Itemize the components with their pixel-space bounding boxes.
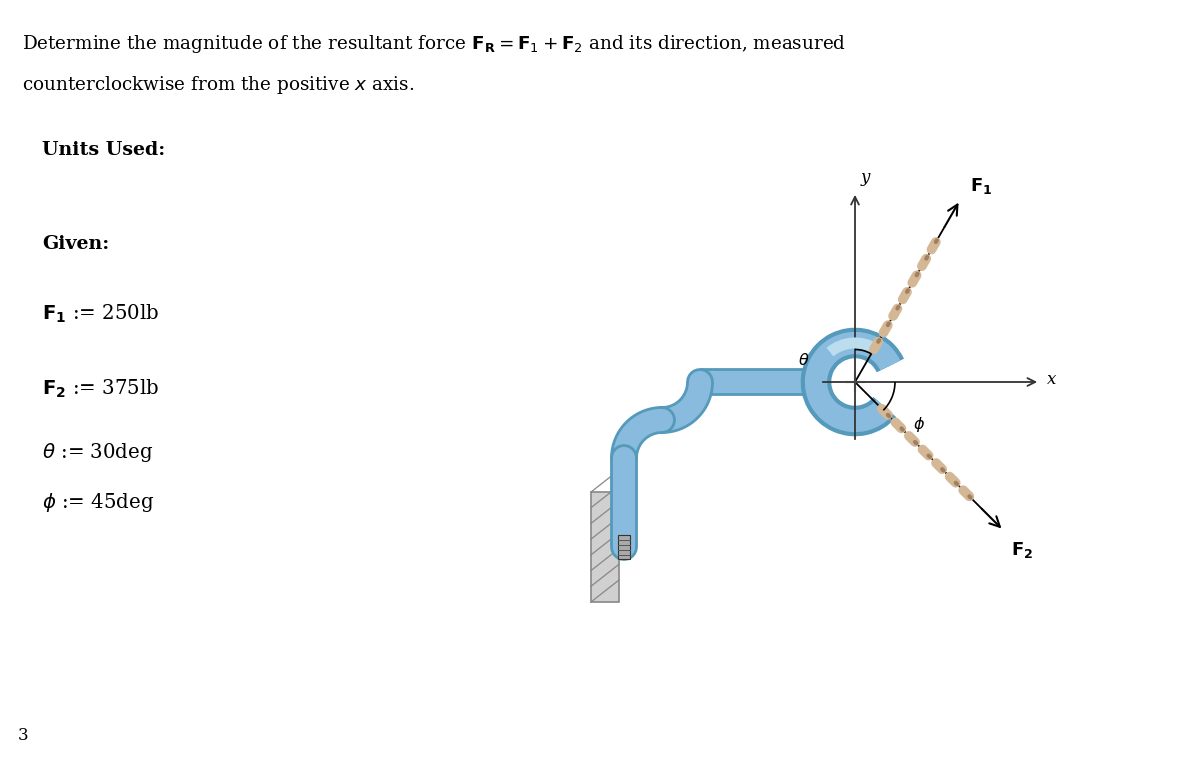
Text: $\phi$ := 45deg: $\phi$ := 45deg	[42, 491, 155, 514]
Text: $\mathbf{F_2}$: $\mathbf{F_2}$	[1012, 540, 1033, 561]
Text: $\mathbf{F_1}$ := 250lb: $\mathbf{F_1}$ := 250lb	[42, 303, 160, 325]
Text: Given:: Given:	[42, 235, 109, 253]
Text: x: x	[1046, 370, 1056, 388]
Text: $\theta$: $\theta$	[798, 351, 809, 369]
Text: $\mathbf{F_1}$: $\mathbf{F_1}$	[970, 176, 992, 196]
Text: Determine the magnitude of the resultant force $\mathbf{F}_\mathbf{R} = \mathbf{: Determine the magnitude of the resultant…	[22, 33, 846, 55]
Bar	[592, 492, 619, 602]
Text: $\mathbf{F_2}$ := 375lb: $\mathbf{F_2}$ := 375lb	[42, 378, 160, 400]
Text: Units Used:: Units Used:	[42, 141, 166, 159]
Text: 3: 3	[18, 727, 29, 744]
Text: $\theta$ := 30deg: $\theta$ := 30deg	[42, 440, 154, 463]
Text: y: y	[862, 169, 870, 186]
Text: counterclockwise from the positive $x$ axis.: counterclockwise from the positive $x$ a…	[22, 74, 414, 96]
Bar	[618, 535, 630, 559]
Text: $\phi$: $\phi$	[913, 415, 925, 434]
